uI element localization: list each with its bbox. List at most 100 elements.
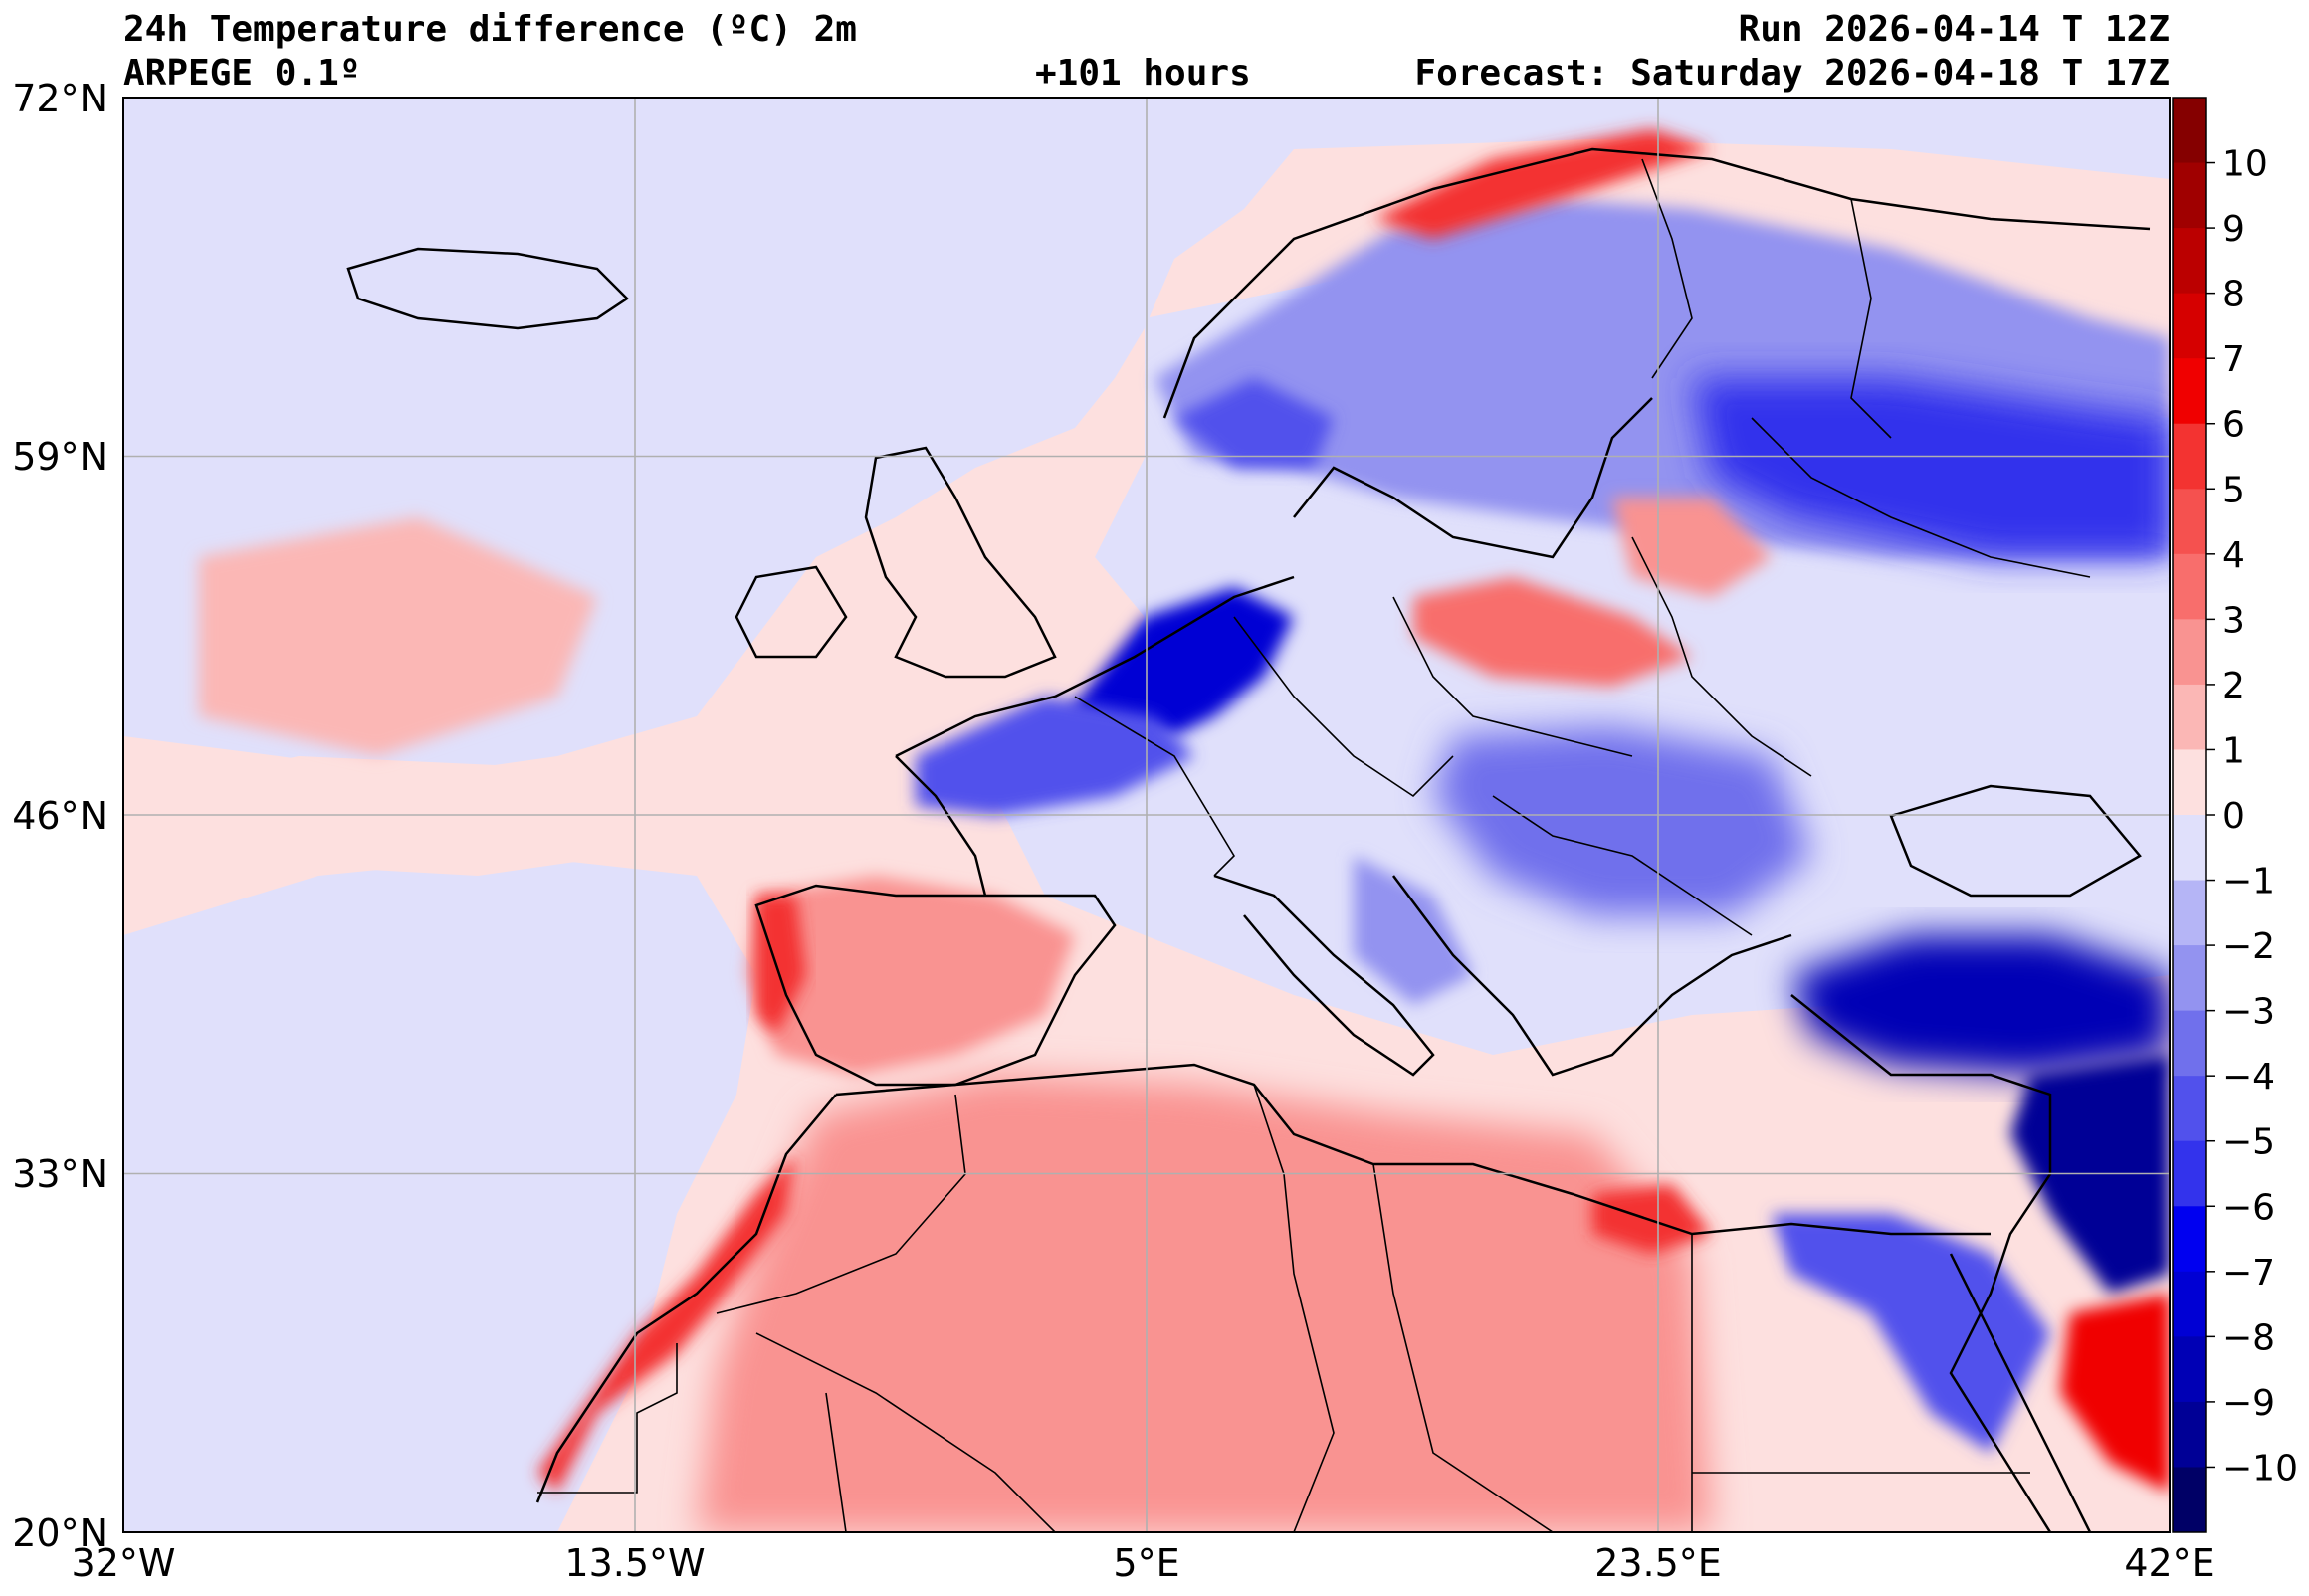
colorbar-label: −3	[2222, 992, 2275, 1033]
field-red-arabia	[2060, 1294, 2170, 1493]
colorbar-bin	[2173, 1010, 2206, 1077]
colorbar-bin	[2173, 1401, 2206, 1468]
colorbar-bin	[2173, 1140, 2206, 1207]
colorbar-bin	[2173, 749, 2206, 816]
border-segment	[1751, 417, 2091, 578]
coastline-balkans-greece	[1392, 875, 1792, 1077]
model-label: ARPEGE 0.1º	[123, 53, 361, 94]
colorbar-bin	[2173, 1336, 2206, 1403]
lat-tick-label: 46°N	[12, 794, 107, 838]
border-segment	[1253, 1084, 1335, 1532]
field-medium-pink-atlantic	[199, 517, 597, 756]
colorbar-bin	[2173, 1271, 2206, 1337]
colorbar-label: 2	[2222, 666, 2245, 706]
border-segment	[716, 1094, 966, 1314]
colorbar-label: 3	[2222, 600, 2245, 641]
field-red-baltic	[1612, 498, 1772, 597]
lead-time-label: +101 hours	[1035, 53, 1251, 94]
colorbar-label: 7	[2222, 339, 2245, 380]
colorbar-label: −9	[2222, 1383, 2275, 1424]
coastline-italy	[1213, 874, 1435, 1077]
colorbar-label: 1	[2222, 730, 2245, 771]
colorbar-label: 0	[2222, 796, 2245, 837]
coastline-iceland	[346, 247, 629, 330]
field-deep-blue-benelux	[1065, 587, 1294, 736]
lon-tick-label: 5°E	[1113, 1541, 1179, 1585]
lon-tick-label: 23.5°E	[1594, 1541, 1722, 1585]
chart-title: 24h Temperature difference (ºC) 2m	[123, 9, 857, 50]
border-segment	[1233, 616, 1454, 798]
colorbar-bin	[2173, 1206, 2206, 1273]
colorbar-label: −1	[2222, 862, 2275, 902]
border-segment	[1492, 795, 1753, 936]
coastline-ireland	[735, 565, 848, 659]
field-pink-iberia	[746, 876, 1075, 1075]
lon-axis: 32°W 13.5°W 5°E 23.5°E 42°E	[72, 1541, 2215, 1585]
colorbar-label: −8	[2222, 1317, 2275, 1358]
border-segment	[537, 1343, 678, 1494]
colorbar-bin	[2173, 945, 2206, 1012]
coastline-morocco-west	[535, 1094, 837, 1503]
colorbar-label: −6	[2222, 1187, 2275, 1228]
colorbar-label: −7	[2222, 1253, 2275, 1294]
lon-tick-label: 42°E	[2124, 1541, 2214, 1585]
field-red-libya-coast	[1592, 1184, 1712, 1254]
coastline-britain	[864, 446, 1057, 679]
gridlines	[123, 98, 2170, 1532]
colorbar-bin	[2173, 358, 2206, 425]
colorbar-label: −4	[2222, 1057, 2275, 1097]
colorbar-bin	[2173, 228, 2206, 295]
field-red-north-norway	[1373, 129, 1712, 239]
lat-tick-label: 20°N	[12, 1511, 107, 1555]
coastline-iberia	[754, 884, 1117, 1087]
border-segment	[1074, 696, 1236, 877]
coastline-baltic	[1293, 397, 1653, 559]
coastline-red-sea	[1949, 1253, 2092, 1532]
field-red-moroccan-coast	[537, 1154, 796, 1493]
coastline-scandinavia	[1162, 147, 2151, 419]
colorbar-bin	[2173, 684, 2206, 750]
map-frame	[122, 97, 2171, 1533]
colorbar-label: 9	[2222, 209, 2245, 250]
field-blue-egypt	[1772, 1214, 2050, 1453]
colorbar-bin	[2173, 1467, 2206, 1533]
coastline-west-europe	[895, 575, 1295, 897]
colorbar-label: 4	[2222, 535, 2245, 576]
colorbar-label: 8	[2222, 275, 2245, 315]
run-label: Run 2026-04-14 T 12Z	[1738, 9, 2170, 50]
border-segment	[755, 1332, 1056, 1532]
lat-tick-label: 33°N	[12, 1152, 107, 1196]
colorbar-bin	[2173, 1076, 2206, 1142]
field-deep-blue-russia	[1692, 378, 2170, 557]
colorbar-bin	[2173, 98, 2206, 164]
colorbar-label: −2	[2222, 926, 2275, 967]
colorbar-bin	[2173, 880, 2206, 946]
colorbar-label: 5	[2222, 470, 2245, 510]
colorbar-bin	[2173, 423, 2206, 490]
border-segment	[825, 1392, 847, 1532]
field-blue-balkans	[1433, 726, 1811, 915]
border-segment	[1641, 158, 1693, 379]
colorbar-labels: 10 9 8 7 6 5 4 3 2 1 0 −1 −2 −3 −4 −5 −6…	[2222, 144, 2298, 1490]
lat-tick-label: 72°N	[12, 77, 107, 120]
field-blue-norway	[1174, 378, 1334, 468]
colorbar-bin	[2173, 815, 2206, 882]
field-red-west-iberia	[756, 896, 806, 1035]
colorbar-bin	[2173, 293, 2206, 359]
coastline-turkey-levant	[1790, 994, 2052, 1532]
field-red-poland	[1413, 577, 1692, 687]
colorbar-label: 10	[2222, 144, 2268, 185]
colorbar-label: 6	[2222, 405, 2245, 446]
field-light-blue-atlantic-south	[123, 856, 756, 1532]
field-pink-atlantic-band	[123, 756, 637, 896]
colorbar-bin	[2173, 162, 2206, 229]
colorbar-label: −5	[2222, 1122, 2275, 1163]
colorbar	[2172, 97, 2215, 1533]
field-pink-sahara	[697, 1075, 1712, 1532]
colorbar-label: −10	[2222, 1448, 2298, 1489]
field-blue-adriatic	[1354, 856, 1473, 1005]
field-deep-blue-turkey	[1791, 935, 2170, 1075]
border-segment	[1372, 1163, 1554, 1532]
coastline-black-sea	[1889, 784, 2142, 898]
